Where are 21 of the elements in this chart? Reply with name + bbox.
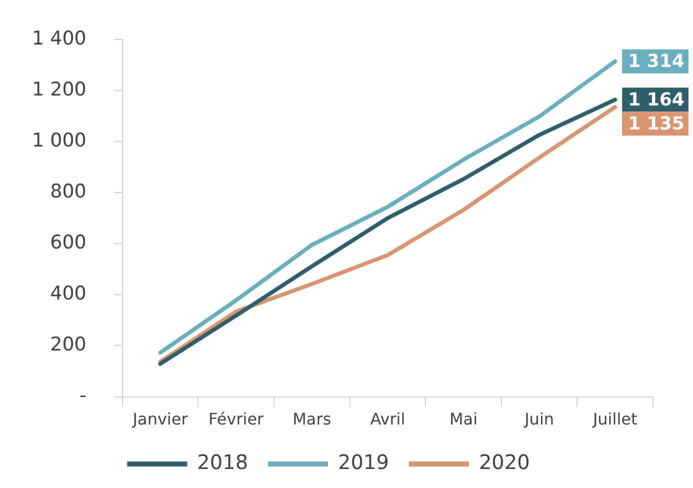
y-tick-label: 800 xyxy=(50,180,86,203)
x-tick-label: Février xyxy=(208,410,264,429)
x-tick-label: Avril xyxy=(370,410,406,429)
x-tick-label: Mai xyxy=(449,410,478,429)
x-tick-label: Mars xyxy=(292,410,332,429)
x-tick-label: Juillet xyxy=(592,410,638,429)
data-label: 1 164 xyxy=(628,89,684,110)
y-tick-label: 400 xyxy=(50,282,86,305)
y-tick-label: - xyxy=(80,384,86,407)
y-tick-label: 200 xyxy=(50,334,86,356)
legend-label: 2020 xyxy=(478,450,530,474)
data-label: 1 135 xyxy=(628,113,684,134)
legend-label: 2018 xyxy=(197,450,248,474)
x-tick-label: Janvier xyxy=(132,410,188,429)
x-tick-label: Juin xyxy=(524,410,554,429)
y-tick-label: 1 400 xyxy=(32,27,86,50)
data-label: 1 314 xyxy=(628,51,684,72)
legend-label: 2019 xyxy=(338,450,389,474)
y-tick-label: 1 200 xyxy=(32,78,86,100)
y-tick-label: 1 000 xyxy=(32,129,86,152)
y-tick-label: 600 xyxy=(50,232,86,254)
